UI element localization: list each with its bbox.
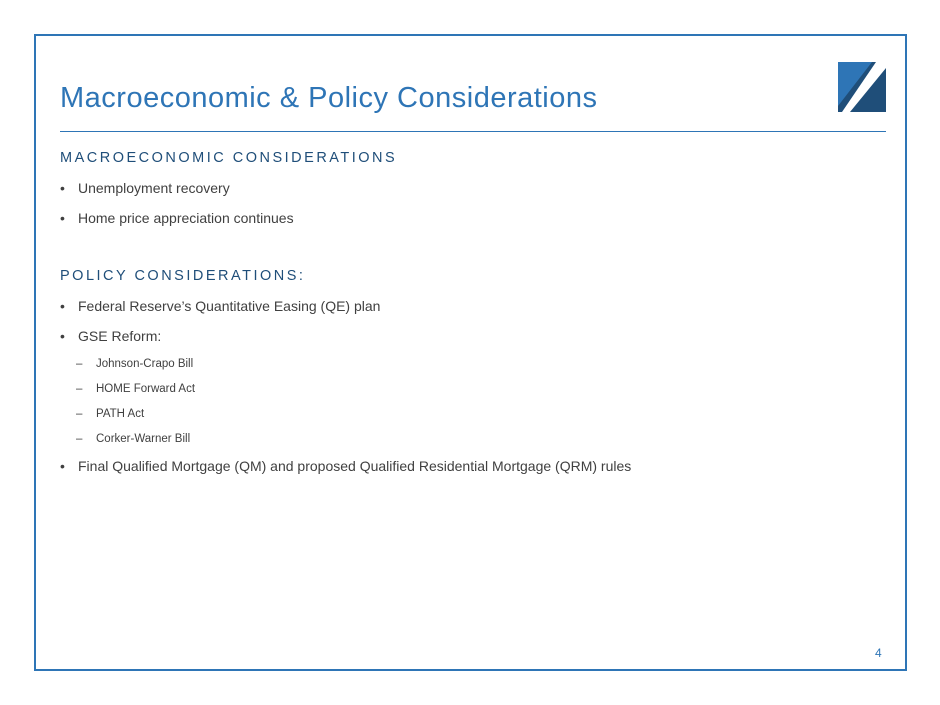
content: MACROECONOMIC CONSIDERATIONS Unemployment… xyxy=(60,150,880,516)
bullet: GSE Reform: xyxy=(60,328,880,344)
title: Macroeconomic & Policy Considerations xyxy=(60,82,598,114)
rule xyxy=(60,131,886,132)
sub-bullet: Johnson-Crapo Bill xyxy=(76,358,880,370)
bullet: Final Qualified Mortgage (QM) and propos… xyxy=(60,458,880,474)
sub-bullet: Corker-Warner Bill xyxy=(76,433,880,445)
bullet: Federal Reserve’s Quantitative Easing (Q… xyxy=(60,298,880,314)
sub-bullet: PATH Act xyxy=(76,408,880,420)
page-number: 4 xyxy=(875,646,882,660)
section-heading: MACROECONOMIC CONSIDERATIONS xyxy=(60,150,398,166)
section: MACROECONOMIC CONSIDERATIONS Unemployment… xyxy=(60,150,880,226)
sub-bullet: HOME Forward Act xyxy=(76,383,880,395)
section-heading: POLICY CONSIDERATIONS: xyxy=(60,268,306,284)
section: POLICY CONSIDERATIONS: Federal Reserve’s … xyxy=(60,268,880,474)
bullet: Unemployment recovery xyxy=(60,180,880,196)
bullet: Home price appreciation continues xyxy=(60,210,880,226)
frame xyxy=(34,34,907,671)
logo xyxy=(838,62,886,112)
